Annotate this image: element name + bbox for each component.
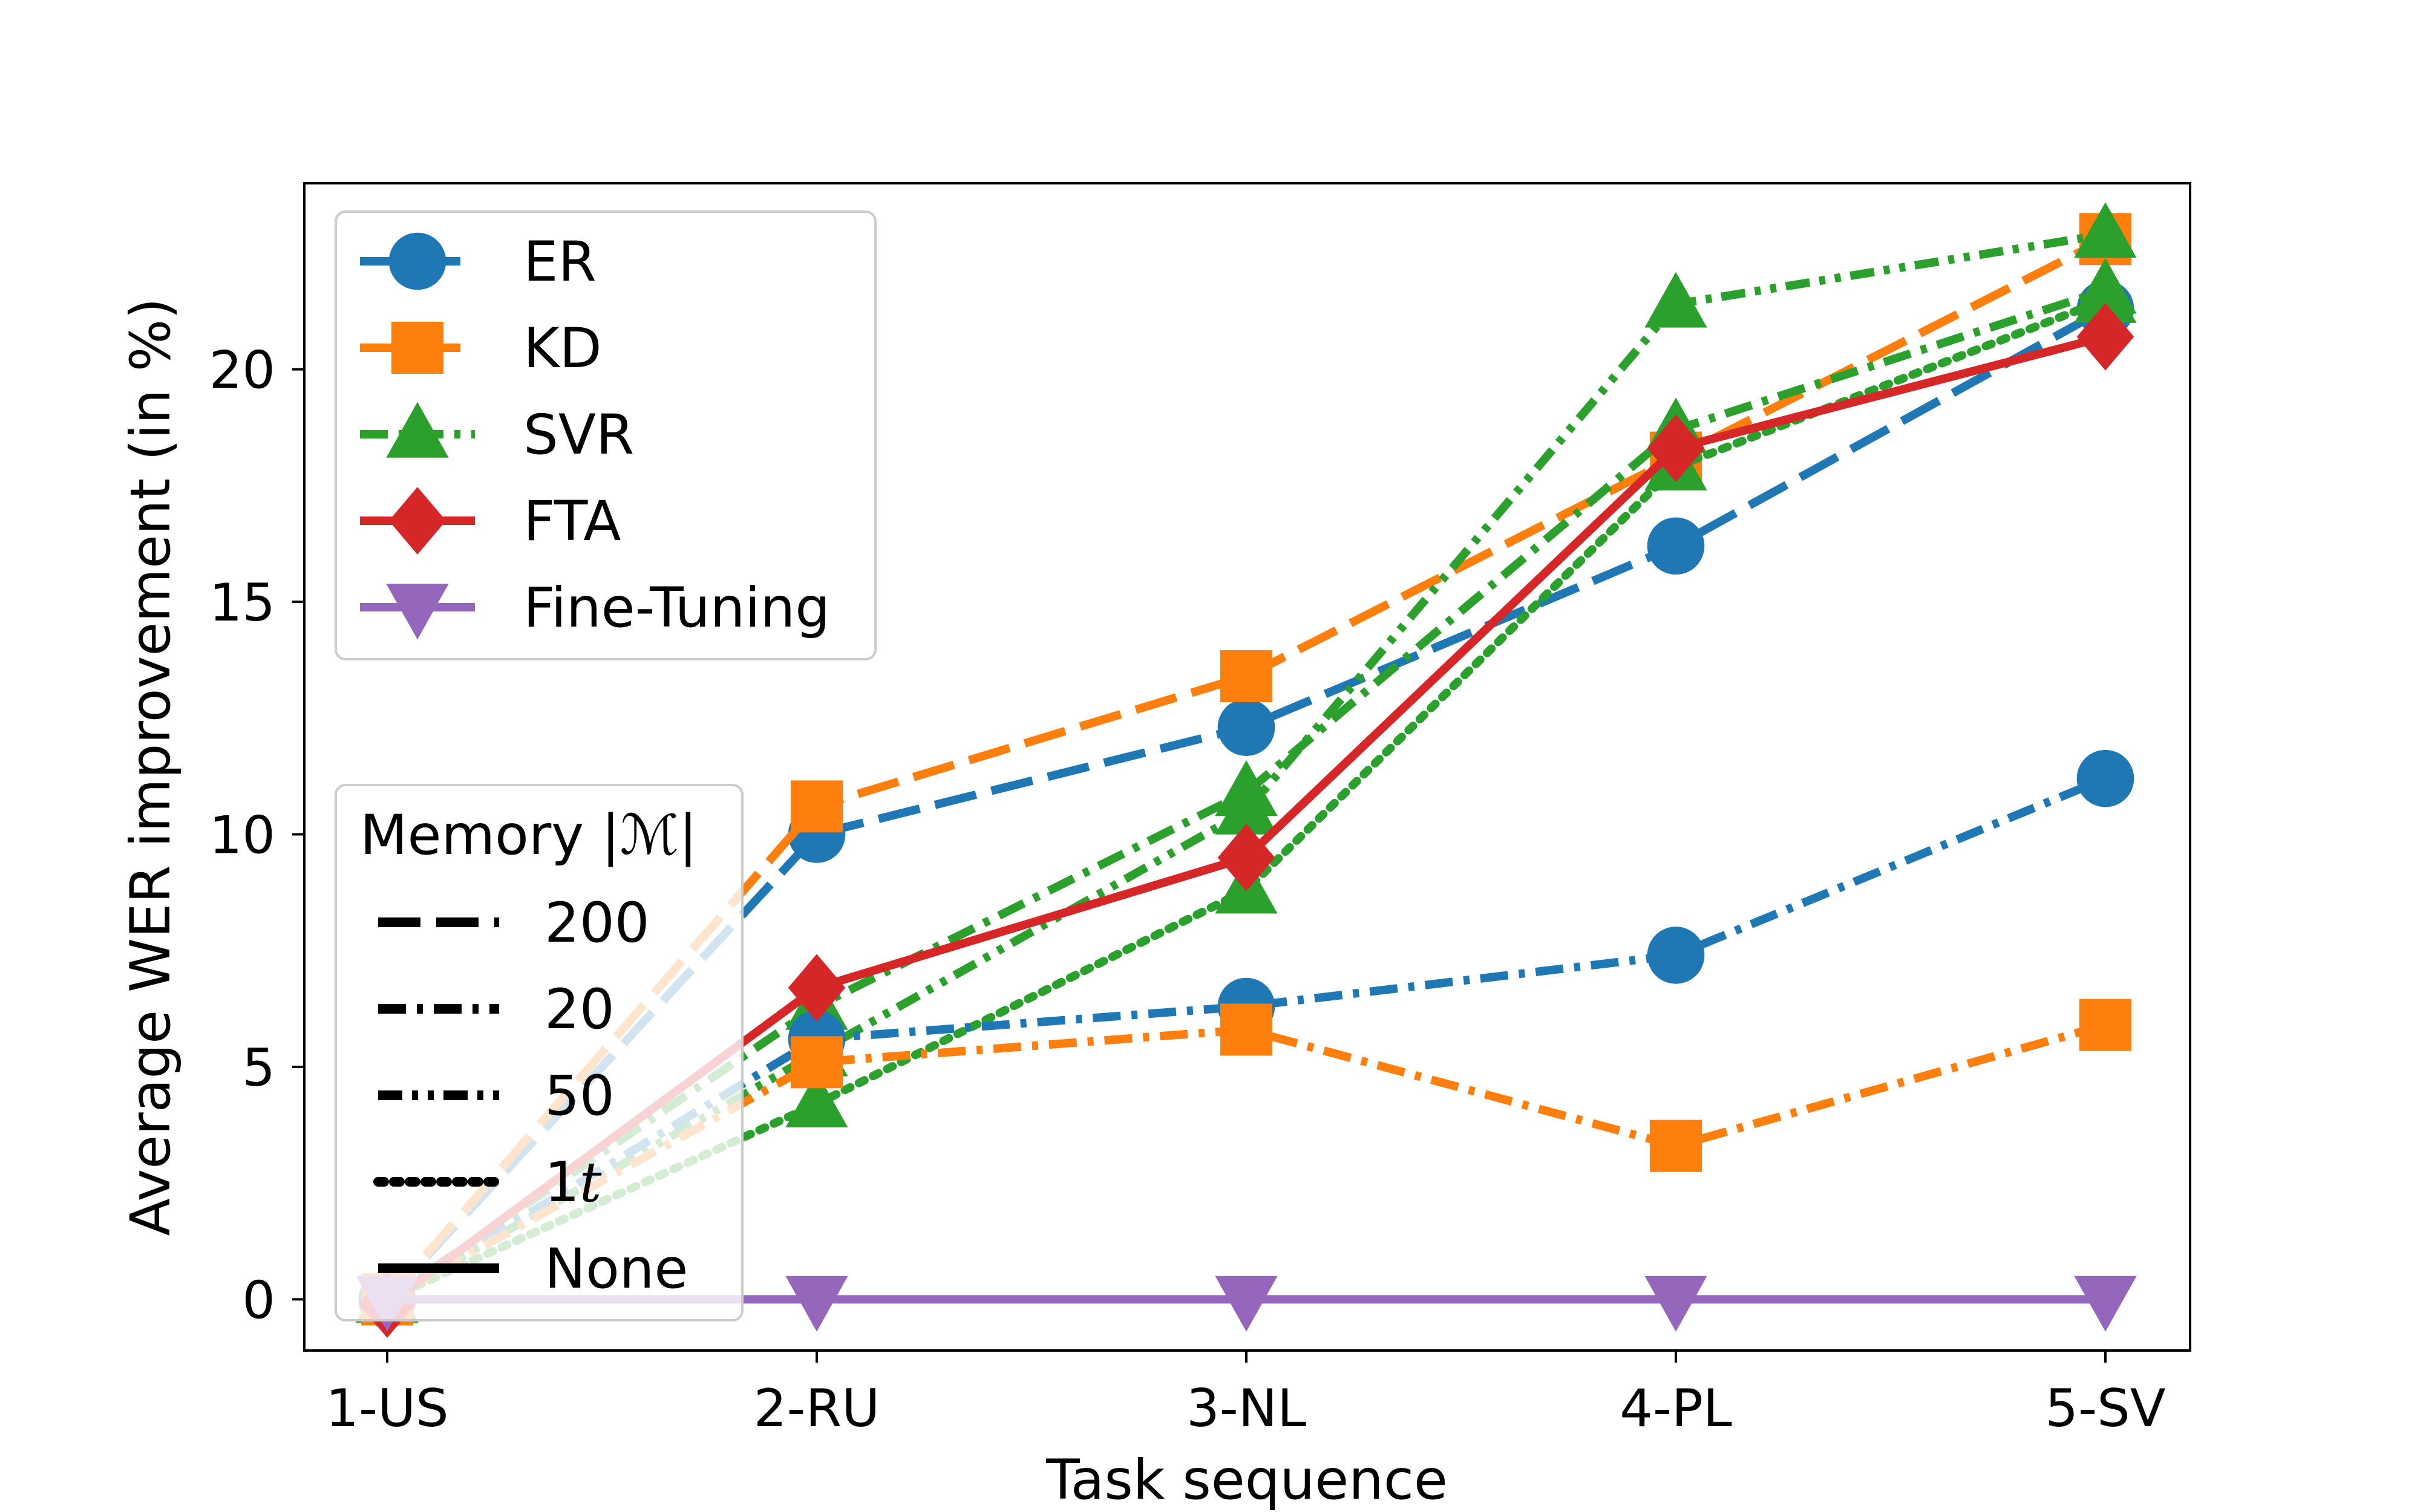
point-kd-200-2-ru (791, 780, 843, 833)
memory-entry-none: None (378, 1237, 688, 1301)
x-tick-label-1-us: 1-US (325, 1378, 448, 1439)
legend-label-er: ER (523, 230, 597, 294)
legend-entry-er: ER (360, 230, 597, 294)
x-axis: 1-US 2-RU 3-NL 4-PL 5-SV (325, 1351, 2166, 1439)
memory-legend-title: Memory |ℳ| (360, 804, 698, 867)
legend-marker-er (388, 232, 446, 290)
point-fta-2-ru (788, 954, 846, 1022)
memory-entry-1t: 1t (373, 1151, 602, 1214)
y-tick-label-0: 0 (242, 1270, 275, 1331)
y-tick-label-5: 5 (242, 1038, 275, 1098)
point-er-20-5-sv (2076, 749, 2134, 807)
legend-marker-fine-tuning (386, 584, 449, 640)
x-axis-label: Task sequence (1045, 1448, 1448, 1512)
legend-entry-svr: SVR (360, 402, 634, 467)
series-line-kd-20 (385, 1021, 2107, 1303)
point-fta-4-pl (1647, 414, 1705, 483)
memory-label-200: 200 (544, 891, 650, 955)
point-kd-20-3-nl (1220, 1003, 1272, 1056)
x-tick-label-3-nl: 3-NL (1186, 1378, 1306, 1439)
point-kd-20-2-ru (791, 1036, 843, 1089)
point-fta-5-sv (2076, 302, 2134, 371)
y-tick-label-15: 15 (209, 573, 275, 633)
legend-marker-fta (388, 487, 446, 555)
point-fine-tuning-3-nl (1215, 1276, 1278, 1332)
point-kd-20-5-sv (2079, 999, 2131, 1051)
legend-marker-kd (391, 322, 443, 374)
point-kd-20-4-pl (1650, 1119, 1702, 1172)
x-tick-label-2-ru: 2-RU (754, 1378, 880, 1439)
point-fine-tuning-4-pl (1644, 1276, 1707, 1332)
point-fine-tuning-2-ru (785, 1276, 848, 1332)
y-tick-label-20: 20 (209, 341, 275, 401)
legend-entry-kd: KD (360, 317, 602, 380)
point-svr-50-4-pl (1644, 272, 1707, 328)
memory-label-20: 20 (544, 978, 615, 1041)
point-svr-1t-5-sv (2074, 267, 2137, 323)
memory-label-none: None (544, 1237, 688, 1301)
method-legend: ER KD SVR FTA Fine-Tuning (335, 210, 877, 660)
legend-entry-fta: FTA (360, 487, 621, 555)
y-axis: 0 5 10 15 20 (209, 341, 304, 1331)
memory-entry-20: 20 (378, 978, 615, 1041)
y-axis-label: Average WER improvement (in %) (119, 298, 183, 1236)
x-tick-label-4-pl: 4-PL (1620, 1378, 1732, 1439)
point-er-200-4-pl (1647, 517, 1705, 575)
legend-label-svr: SVR (523, 403, 634, 467)
memory-legend: Memory |ℳ| 200 20 50 1t None (335, 784, 744, 1321)
memory-entry-200: 200 (378, 891, 650, 955)
legend-label-kd: KD (523, 317, 602, 380)
point-fta-3-nl (1217, 824, 1275, 891)
legend-label-fta: FTA (523, 490, 621, 553)
point-kd-200-3-nl (1220, 650, 1272, 703)
legend-label-fine-tuning: Fine-Tuning (523, 576, 830, 640)
legend-entry-fine-tuning: Fine-Tuning (360, 576, 830, 640)
memory-entry-50: 50 (378, 1064, 615, 1128)
method-legend-frame (335, 210, 877, 660)
point-svr-50-3-nl (1215, 778, 1278, 835)
memory-label-1t: 1t (544, 1151, 602, 1214)
x-tick-label-5-sv: 5-SV (2045, 1378, 2165, 1439)
point-svr-1t-2-ru (785, 1072, 848, 1128)
point-er-20-4-pl (1647, 927, 1705, 984)
point-svr-50-5-sv (2074, 202, 2137, 258)
legend-marker-svr (386, 402, 449, 458)
memory-label-50: 50 (544, 1064, 615, 1128)
point-fine-tuning-5-sv (2074, 1276, 2137, 1332)
point-er-200-3-nl (1217, 699, 1275, 756)
y-tick-label-10: 10 (209, 805, 275, 865)
